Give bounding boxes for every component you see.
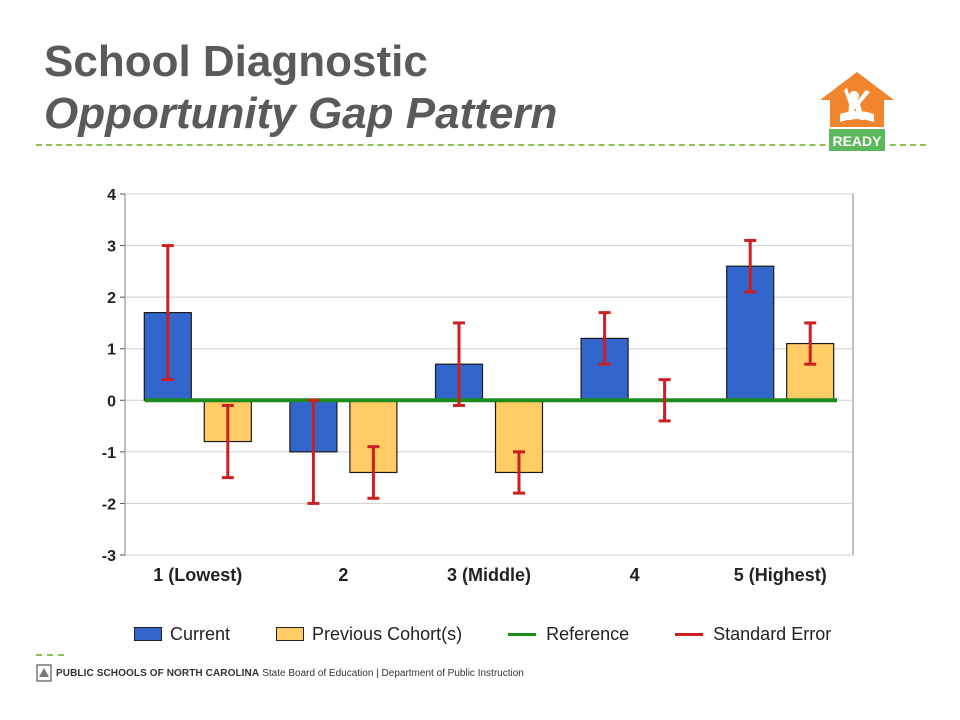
error-bar-current [307, 398, 320, 505]
y-tick-label: -3 [102, 548, 116, 565]
page-title: School Diagnostic [44, 37, 428, 86]
legend-item-error: Standard Error [675, 624, 831, 645]
error-bar-current [744, 238, 757, 294]
nc-seal-icon [36, 664, 52, 682]
svg-text:READY: READY [832, 133, 882, 149]
error-bar-current [161, 244, 174, 382]
legend-line-error [675, 632, 704, 636]
y-tick-label: -1 [102, 445, 116, 462]
chart-legend: Current Previous Cohort(s) Reference Sta… [134, 620, 877, 648]
x-tick-label: 3 (Middle) [447, 565, 531, 585]
x-tick-label: 4 [630, 565, 640, 585]
x-tick-label: 5 (Highest) [734, 565, 827, 585]
page-subtitle: Opportunity Gap Pattern [44, 89, 558, 138]
x-tick-label: 2 [338, 565, 348, 585]
y-tick-label: 1 [107, 342, 116, 359]
legend-item-previous: Previous Cohort(s) [276, 624, 462, 645]
title-divider [36, 144, 926, 146]
error-bar-previous [367, 445, 380, 500]
error-bar-previous [513, 450, 525, 495]
footer-divider [36, 654, 64, 656]
y-tick-label: 2 [107, 290, 116, 307]
legend-label-current: Current [170, 623, 231, 644]
error-bar-current [598, 311, 611, 366]
y-tick-label: -2 [102, 496, 116, 513]
x-tick-label: 1 (Lowest) [153, 565, 242, 585]
error-bar-previous [221, 403, 234, 480]
legend-item-reference: Reference [508, 624, 629, 645]
footer-org: PUBLIC SCHOOLS OF NORTH CAROLINA [56, 667, 260, 679]
ready-logo: READY [820, 72, 894, 153]
footer-dept: State Board of Education | Department of… [262, 667, 524, 679]
legend-label-previous: Previous Cohort(s) [312, 623, 463, 644]
legend-item-current: Current [134, 624, 230, 645]
footer: PUBLIC SCHOOLS OF NORTH CAROLINA State B… [36, 664, 524, 682]
legend-swatch-previous [276, 627, 305, 641]
slide-title-block: School Diagnostic Opportunity Gap Patter… [44, 36, 557, 140]
error-bar-current [453, 321, 465, 407]
legend-swatch-current [134, 627, 162, 641]
y-tick-label: 4 [107, 187, 116, 204]
error-bar-previous [658, 378, 671, 423]
legend-label-error: Standard Error [713, 623, 832, 644]
legend-line-reference [508, 632, 537, 636]
legend-label-reference: Reference [546, 623, 630, 644]
y-tick-label: 3 [107, 239, 116, 256]
y-tick-label: 0 [107, 393, 116, 410]
error-bar-previous [804, 321, 817, 366]
